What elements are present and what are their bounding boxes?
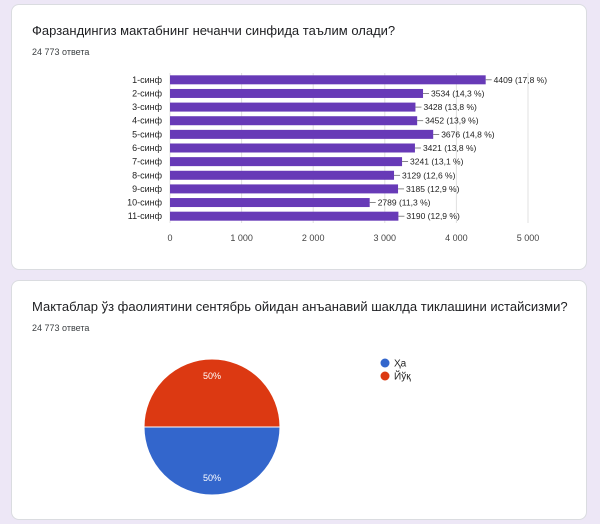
category-label: 11-синф	[128, 211, 163, 221]
question-title: Мактаблар ўз фаолиятини сентябрь ойидан …	[32, 299, 568, 314]
bar	[170, 143, 415, 153]
category-label: 6-синф	[132, 143, 163, 153]
x-tick-label: 2 000	[302, 233, 325, 243]
question-card-2: Мактаблар ўз фаолиятини сентябрь ойидан …	[11, 280, 587, 520]
data-label: 3185 (12,9 %)	[406, 184, 460, 194]
bar	[170, 75, 486, 85]
bar	[170, 116, 418, 126]
data-label: 3129 (12,6 %)	[402, 170, 456, 180]
data-label: 3452 (13,9 %)	[425, 116, 479, 126]
data-label: 4409 (17,8 %)	[494, 75, 548, 85]
category-label: 5-синф	[132, 129, 163, 139]
category-label: 4-синф	[132, 116, 163, 126]
data-label: 3421 (13,8 %)	[423, 143, 477, 153]
data-label: 3676 (14,8 %)	[441, 129, 495, 139]
category-label: 2-синф	[132, 88, 163, 98]
response-count: 24 773 ответа	[32, 47, 90, 57]
x-tick-label: 0	[167, 233, 172, 243]
category-label: 10-синф	[127, 198, 163, 208]
data-label: 3241 (13,1 %)	[410, 157, 464, 167]
data-label: 3190 (12,9 %)	[406, 211, 460, 221]
data-label: 3428 (13,8 %)	[423, 102, 477, 112]
x-tick-label: 4 000	[445, 233, 468, 243]
category-label: 9-синф	[132, 184, 163, 194]
bar	[170, 157, 403, 167]
question-card-1: Фарзандингиз мактабнинг неча­нчи синфида…	[11, 4, 587, 270]
data-label: 3534 (14,3 %)	[431, 88, 485, 98]
category-label: 3-синф	[132, 102, 163, 112]
category-label: 8-синф	[132, 170, 163, 180]
x-tick-label: 1 000	[230, 233, 253, 243]
bar-chart: 0 1 000 2 000 3 000 4 000 5 000 1-синф 4409 (17…	[127, 73, 548, 243]
bar	[170, 129, 434, 139]
bar	[170, 102, 416, 112]
legend-swatch	[380, 371, 390, 381]
pie-slice	[143, 358, 281, 428]
bar	[170, 198, 370, 208]
bar	[170, 184, 399, 194]
bar	[170, 211, 399, 221]
question-title: Фарзандингиз мактабнинг неча­нчи синфида…	[32, 23, 396, 38]
legend-swatch	[380, 358, 390, 368]
data-label: 2789 (11,3 %)	[378, 198, 431, 208]
pie-data-label: 50%	[203, 473, 221, 483]
category-label: 7-синф	[132, 157, 163, 167]
legend-label: Ҳа	[394, 359, 407, 370]
pie-data-label: 50%	[203, 371, 221, 381]
x-tick-label: 3 000	[374, 233, 397, 243]
bar	[170, 88, 424, 98]
pie-slice	[143, 426, 281, 496]
x-tick-label: 5 000	[517, 233, 540, 243]
legend-label: Йўқ	[394, 370, 411, 383]
response-count: 24 773 ответа	[32, 323, 90, 333]
bar	[170, 170, 395, 180]
category-label: 1-синф	[132, 75, 163, 85]
